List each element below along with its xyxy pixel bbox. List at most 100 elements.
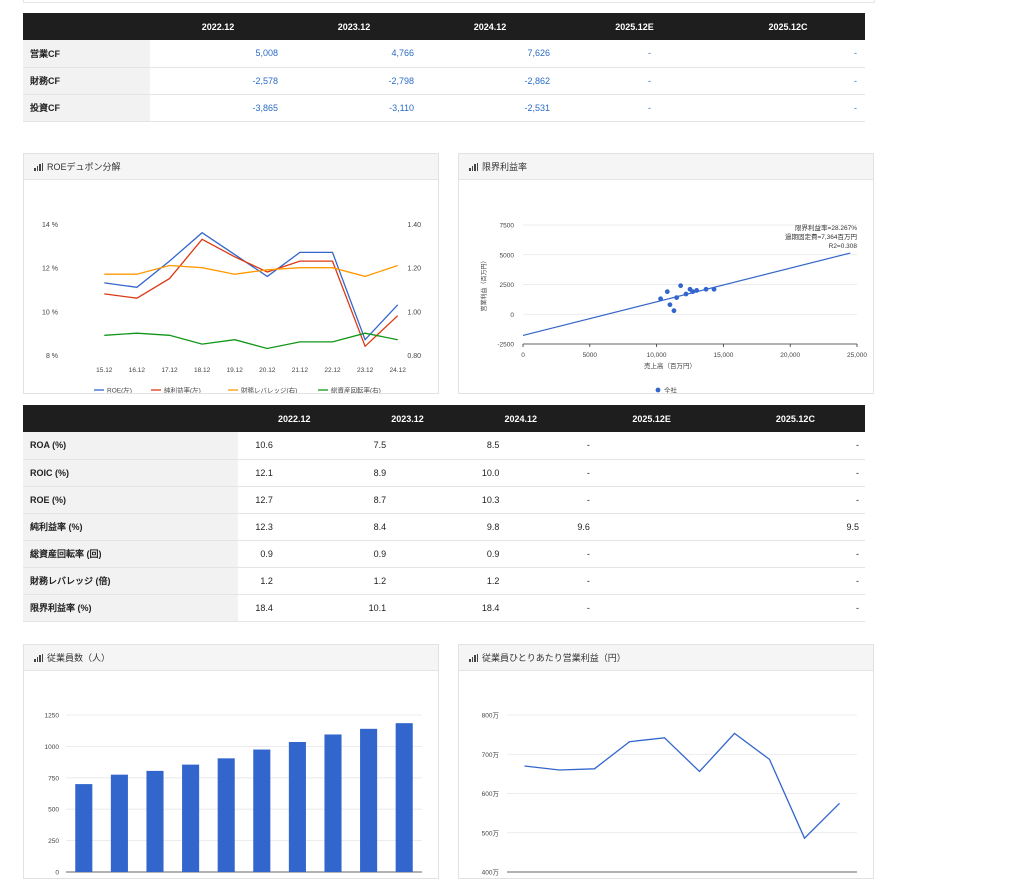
table-cell: 10.3 bbox=[464, 486, 578, 514]
bar-chart-icon bbox=[469, 653, 478, 662]
bar bbox=[217, 758, 235, 872]
x-axis-tick-label: 24.12 bbox=[390, 367, 407, 374]
table-cell: - bbox=[577, 540, 726, 568]
header-cell: 2023.12 bbox=[350, 405, 465, 432]
table-cell: - bbox=[725, 540, 865, 568]
series-line bbox=[104, 238, 399, 348]
dupont-chart: 14 % 12 % 10 % 8 % 1.40 1.20 1.00 0.80 15.12 16.1… bbox=[42, 222, 421, 395]
bar bbox=[253, 749, 271, 872]
panel-title: 従業員ひとりあたり営業利益（円） bbox=[482, 653, 626, 663]
y-axis-tick-label: 600万 bbox=[482, 790, 500, 798]
panel-title: 限界利益率 bbox=[482, 162, 528, 172]
table-cell: 18.4 bbox=[464, 594, 578, 622]
header-cell: 2024.12 bbox=[422, 13, 558, 40]
top-divider bbox=[23, 0, 875, 3]
annotation: 限界利益率=28.267% bbox=[795, 223, 857, 232]
table-row: 総資産回転率 (回) 0.9 0.9 0.9- - bbox=[23, 540, 865, 568]
header-cell: 2025.12C bbox=[725, 405, 865, 432]
scatter-point bbox=[683, 291, 689, 297]
bar bbox=[395, 723, 413, 872]
panel-title: ROEデュポン分解 bbox=[47, 162, 121, 172]
table-cell: -2,578 bbox=[150, 67, 286, 95]
row-label: 限界利益率 (%) bbox=[23, 594, 238, 622]
table-cell: -2,531 bbox=[422, 94, 558, 122]
row-label: ROA (%) bbox=[23, 432, 238, 460]
header-cell: 2022.12 bbox=[237, 405, 351, 432]
bar-chart-icon bbox=[34, 162, 43, 171]
table-header-row: 2022.12 2023.12 2024.12 2025.12E 2025.12… bbox=[23, 405, 865, 432]
table-row: 財務CF -2,578 -2,798 -2,862 - - bbox=[23, 67, 865, 95]
right-axis-tick-label: 1.00 bbox=[407, 309, 421, 316]
table-cell: - bbox=[725, 432, 865, 460]
table-row: 純利益率 (%) 12.3 8.4 9.8 9.6 9.5 bbox=[23, 513, 865, 541]
table-cell: - bbox=[577, 486, 726, 514]
y-axis-tick-label: 800万 bbox=[482, 712, 500, 720]
y-axis-tick-label: 1250 bbox=[45, 713, 60, 720]
x-axis-tick-label: 10,000 bbox=[647, 352, 667, 359]
table-cell: 0.9 bbox=[350, 540, 465, 568]
legend-label: 全社 bbox=[664, 386, 678, 394]
bar bbox=[110, 774, 128, 872]
y-axis-tick-label: -2500 bbox=[497, 342, 514, 349]
series-line bbox=[104, 264, 398, 278]
table-cell: - bbox=[577, 459, 726, 487]
header-cell: 2024.12 bbox=[464, 405, 578, 432]
table-row: 財務レバレッジ (倍) 1.2 1.2 1.2- - bbox=[23, 567, 865, 595]
right-axis-tick-label: 1.40 bbox=[407, 222, 421, 229]
table-cell: 1.2 bbox=[350, 567, 465, 595]
table-cell: 8.4 bbox=[350, 513, 465, 541]
panel-header: 従業員数（人） bbox=[24, 645, 438, 671]
scatter-point bbox=[703, 286, 709, 292]
table-cell: 9.5 bbox=[725, 513, 865, 541]
table-cell: 12.1 bbox=[237, 459, 351, 487]
table-cell: 4,766 bbox=[286, 40, 422, 68]
table-cell: 7,626 bbox=[422, 40, 558, 68]
table-cell: - bbox=[725, 567, 865, 595]
dupont-panel: ROEデュポン分解 14 % 12 % 10 % 8 % 1.40 1.20 1.00 0.8… bbox=[23, 153, 439, 395]
table-cell: - bbox=[725, 486, 865, 514]
x-axis-tick-label: 23.12 bbox=[357, 367, 374, 374]
table-cell: - bbox=[711, 94, 865, 122]
scatter-point bbox=[664, 289, 670, 295]
table-row: ROE (%) 12.7 8.7 10.3- - bbox=[23, 486, 865, 514]
row-label: ROIC (%) bbox=[23, 459, 238, 487]
table-row: ROA (%) 10.6 7.5 8.5- - bbox=[23, 432, 865, 460]
table-cell: - bbox=[577, 567, 726, 595]
bar-chart-icon bbox=[34, 653, 43, 662]
x-axis-tick-label: 18.12 bbox=[194, 367, 211, 374]
table-row: 投資CF -3,865 -3,110 -2,531 - - bbox=[23, 94, 865, 122]
bar bbox=[288, 742, 306, 872]
employees-panel: 従業員数（人） 12501000750500250015.1216.1217.1… bbox=[23, 644, 439, 879]
scatter-point bbox=[658, 296, 664, 302]
bar bbox=[146, 770, 164, 872]
table-cell: - bbox=[711, 67, 865, 95]
header-cell bbox=[23, 13, 150, 40]
scatter-point bbox=[711, 286, 717, 292]
header-cell: 2025.12C bbox=[711, 13, 865, 40]
header-cell: 2025.12E bbox=[558, 13, 711, 40]
left-axis-tick-label: 8 % bbox=[46, 353, 58, 360]
x-axis-tick-label: 15,000 bbox=[713, 352, 733, 359]
breakeven-panel: 限界利益率 7500 5000 2500 0 -2500 0 5000 10,000 15,00… bbox=[458, 153, 874, 395]
y-axis-tick-label: 700万 bbox=[482, 751, 500, 759]
header-cell bbox=[23, 405, 238, 432]
y-axis-tick-label: 0 bbox=[55, 870, 59, 877]
x-axis-tick-label: 20.12 bbox=[259, 367, 276, 374]
table-cell: 0.9 bbox=[464, 540, 578, 568]
legend-swatch bbox=[655, 387, 661, 393]
table-cell: - bbox=[558, 94, 711, 122]
bar bbox=[324, 734, 342, 872]
scatter-point bbox=[671, 308, 677, 314]
scatter-point bbox=[667, 302, 673, 308]
header-cell: 2025.12E bbox=[577, 405, 726, 432]
legend-label: ROE(左) bbox=[107, 386, 132, 394]
y-axis-tick-label: 0 bbox=[510, 312, 514, 319]
table-cell: 18.4 bbox=[237, 594, 351, 622]
table-cell: 12.3 bbox=[237, 513, 351, 541]
y-axis-tick-label: 500 bbox=[48, 807, 59, 814]
bar bbox=[360, 728, 378, 872]
x-axis-tick-label: 17.12 bbox=[161, 367, 178, 374]
table-cell: -2,798 bbox=[286, 67, 422, 95]
x-axis-tick-label: 25,000 bbox=[847, 352, 867, 359]
x-axis-tick-label: 19.12 bbox=[227, 367, 244, 374]
